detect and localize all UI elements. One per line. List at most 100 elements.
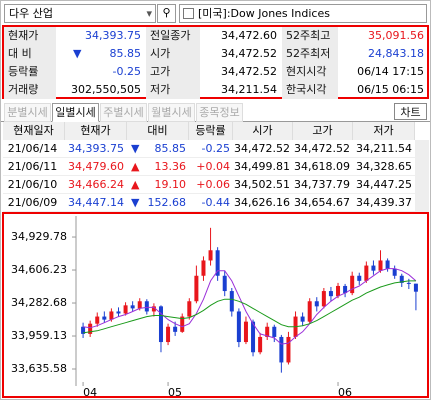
summary-label: 거래량 — [4, 81, 56, 99]
table-header: 시가 — [233, 122, 293, 140]
value-cell: 34,211.54 — [353, 140, 415, 158]
value-cell: 19.10 — [127, 176, 189, 194]
candle-body — [215, 250, 220, 276]
date-cell: 21/06/11 — [3, 158, 65, 176]
summary-value: 34,472.52 — [221, 65, 277, 78]
moving-average — [83, 268, 417, 345]
scrollbar — [415, 140, 429, 212]
candle-body — [222, 275, 227, 292]
table-header: 등락률 — [189, 122, 233, 140]
x-tick-label: 05 — [168, 386, 182, 399]
summary-label: 52주최고 — [282, 27, 338, 45]
candle-body — [265, 326, 270, 337]
candle-body — [81, 326, 86, 334]
summary-label: 52주최저 — [282, 45, 338, 63]
moving-average — [83, 280, 416, 334]
candle-body — [236, 311, 241, 343]
summary-label: 등락률 — [4, 63, 56, 81]
candle-body — [243, 321, 248, 343]
candle-body — [279, 336, 284, 363]
tab[interactable]: 분별시세 — [4, 103, 51, 122]
candle-body — [272, 326, 277, 337]
summary-value: -0.25 — [112, 65, 141, 78]
tab[interactable]: 일별시세 — [52, 103, 99, 122]
value-cell: +0.06 — [189, 176, 233, 194]
date-cell: 21/06/14 — [3, 140, 65, 158]
market-dropdown[interactable]: 다우 산업 ▾ — [4, 4, 156, 23]
index-field: [미국]:Dow Jones Indices — [179, 4, 427, 23]
candle-body — [300, 316, 305, 322]
table-header: 현재일자 — [3, 122, 65, 140]
candle-body — [95, 316, 100, 324]
summary-value: 24,843.18 — [368, 47, 424, 60]
value-cell: 34,328.65 — [353, 158, 415, 176]
summary-value: 34,393.75 — [85, 29, 141, 42]
y-tick-label: 33,635.58 — [11, 362, 67, 375]
candle-body — [130, 305, 135, 309]
candle-body — [378, 260, 383, 271]
value-cell: 34,472.52 — [233, 140, 293, 158]
candle-body — [116, 311, 121, 314]
chart-button[interactable]: 차트 — [394, 103, 427, 120]
checkbox[interactable] — [183, 8, 194, 19]
candle-body — [158, 306, 163, 343]
summary-label: 시가 — [146, 45, 200, 63]
date-cell: 21/06/09 — [3, 194, 65, 212]
dropdown-arrow: ▾ — [146, 7, 152, 20]
y-tick-label: 33,959.13 — [11, 329, 67, 342]
value-cell: 34,472.52 — [293, 140, 353, 158]
candle-body — [88, 323, 93, 334]
summary-value: 34,472.60 — [221, 29, 277, 42]
summary-value: 85.85 — [109, 47, 142, 60]
tab[interactable]: 월별시세 — [148, 103, 195, 122]
summary-label: 전일종가 — [146, 27, 200, 45]
candle-body — [151, 306, 156, 312]
table-header: 고가 — [293, 122, 353, 140]
candle-body — [314, 301, 319, 307]
summary-label: 현지시각 — [282, 63, 338, 81]
summary-value: 302,550,505 — [71, 83, 141, 96]
y-tick-label: 34,606.23 — [11, 263, 67, 276]
value-cell: 34,626.16 — [233, 194, 293, 212]
candle-body — [166, 326, 171, 343]
candle-body — [371, 265, 376, 271]
candle-body — [109, 311, 114, 320]
value-cell: 152.68 — [127, 194, 189, 212]
search-button[interactable]: ⚲ — [157, 4, 176, 23]
summary-value: 06/15 06:15 — [357, 83, 424, 96]
summary-label: 고가 — [146, 63, 200, 81]
candle-body — [102, 316, 107, 320]
tab[interactable]: 주별시세 — [100, 103, 147, 122]
candle-body — [180, 316, 185, 332]
summary-value: 06/14 17:15 — [357, 65, 424, 78]
change-arrow: ▼ — [131, 196, 140, 209]
value-cell: +0.04 — [189, 158, 233, 176]
candle-body — [321, 291, 326, 307]
summary-label: 저가 — [146, 81, 200, 99]
y-tick-label: 34,282.68 — [11, 296, 67, 309]
candle-body — [336, 285, 341, 297]
summary-label: 대 비 — [4, 45, 56, 63]
table-header: 현재가 — [65, 122, 127, 140]
summary-value: 34,472.52 — [221, 47, 277, 60]
value-cell: -0.44 — [189, 194, 233, 212]
chart-box — [2, 212, 429, 398]
candle-body — [286, 336, 291, 363]
candle-body — [229, 291, 234, 312]
value-cell: 34,618.09 — [293, 158, 353, 176]
tab[interactable]: 종목정보 — [196, 103, 243, 122]
value-cell: 34,447.25 — [353, 176, 415, 194]
value-cell: 34,654.67 — [293, 194, 353, 212]
candle-body — [307, 301, 312, 322]
summary-value: 34,211.54 — [221, 83, 277, 96]
candle-body — [343, 285, 348, 294]
candle-body — [208, 250, 213, 261]
table-header: 저가 — [353, 122, 415, 140]
value-cell: 34,393.75 — [65, 140, 127, 158]
candle-body — [251, 321, 256, 353]
candle-body — [385, 260, 390, 269]
x-tick-label: 04 — [83, 386, 97, 399]
summary-label: 한국시각 — [282, 81, 338, 99]
